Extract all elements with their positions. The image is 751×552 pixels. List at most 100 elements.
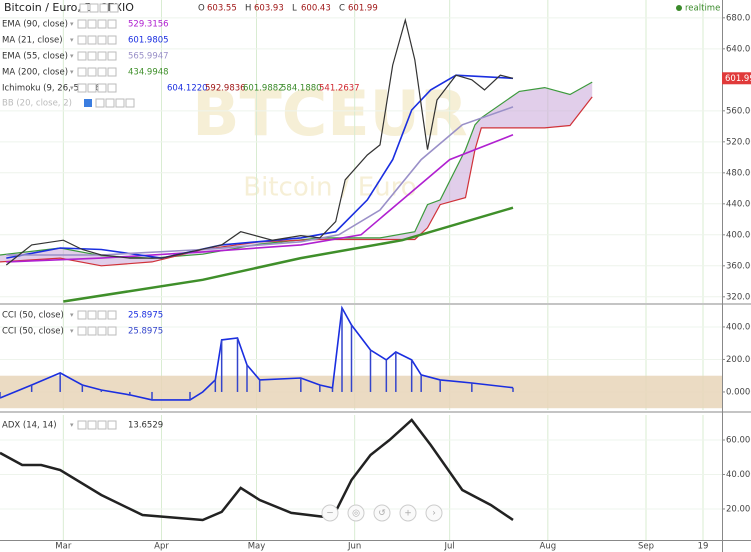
y-tick-label: 400.0000 (726, 322, 751, 332)
legend-button[interactable] (77, 326, 87, 336)
legend-button[interactable] (77, 51, 87, 61)
legend-label: ADX (14, 14) (2, 421, 57, 431)
quote-value: 600.43 (301, 4, 331, 14)
quote-key: H (245, 4, 251, 14)
legend-button[interactable] (97, 310, 107, 320)
legend-button[interactable] (87, 35, 97, 45)
legend-button[interactable] (107, 51, 117, 61)
y-tick-label: 200.0000 (726, 355, 751, 365)
legend-button[interactable] (115, 98, 125, 108)
legend-value: 13.6529 (128, 421, 163, 431)
legend-button[interactable] (79, 3, 89, 13)
nav-button[interactable] (321, 504, 339, 522)
nav-button[interactable] (425, 504, 443, 522)
price-line (5, 17, 514, 266)
legend-button[interactable] (97, 67, 107, 77)
legend-caret: ▾ (70, 20, 74, 28)
legend-button[interactable] (87, 326, 97, 336)
y-tick-label: 320.00 (726, 292, 751, 302)
legend-button[interactable] (95, 98, 105, 108)
legend-button[interactable] (105, 98, 115, 108)
legend-button[interactable] (77, 67, 87, 77)
legend-value: 584.1880 (281, 84, 322, 94)
y-tick-label: 680.00 (726, 13, 751, 23)
cloud-fill (0, 82, 593, 266)
legend-label: MA (21, close) (2, 36, 63, 46)
nav-icon: › (432, 509, 436, 519)
quote-value: 603.93 (254, 4, 284, 14)
legend-button[interactable] (125, 98, 135, 108)
legend-button[interactable] (87, 83, 97, 93)
legend-button[interactable] (77, 35, 87, 45)
legend-caret: ▾ (70, 52, 74, 60)
legend-button[interactable] (87, 19, 97, 29)
y-tick-label: 560.00 (726, 106, 751, 116)
legend-button[interactable] (107, 35, 117, 45)
legend-button[interactable] (77, 420, 87, 430)
legend-value: 541.2637 (319, 84, 360, 94)
legend-button[interactable] (87, 51, 97, 61)
status: realtime (685, 4, 720, 14)
legend-label: Ichimoku (9, 26, 52, 26) (2, 84, 104, 94)
price-box-label: 601.99 (725, 74, 751, 84)
legend-button[interactable] (97, 326, 107, 336)
legend-button[interactable] (97, 83, 107, 93)
legend-value: 601.9805 (128, 36, 169, 46)
x-tick-label: Apr (154, 542, 169, 552)
legend-button[interactable] (97, 51, 107, 61)
legend-caret: ▾ (70, 36, 74, 44)
legend-button[interactable] (77, 19, 87, 29)
quote-value: 603.55 (207, 4, 237, 14)
nav-button[interactable] (399, 504, 417, 522)
price-box (722, 72, 751, 85)
quote-value: 601.99 (348, 4, 378, 14)
legend-button[interactable] (87, 310, 97, 320)
legend-button[interactable] (107, 420, 117, 430)
nav-icon: + (404, 509, 412, 519)
legend-button[interactable] (89, 3, 99, 13)
quote-key: C (339, 4, 345, 14)
y-tick-label: 360.00 (726, 261, 751, 271)
y-tick-label: 480.00 (726, 168, 751, 178)
nav-button[interactable] (373, 504, 391, 522)
series-line (6, 74, 514, 259)
legend-value: 592.9836 (205, 84, 246, 94)
legend-label: CCI (50, close) (2, 311, 64, 321)
legend-label: EMA (90, close) (2, 20, 68, 30)
legend-button[interactable] (87, 67, 97, 77)
legend-button[interactable] (109, 3, 119, 13)
legend-button[interactable] (84, 99, 92, 107)
legend-button[interactable] (99, 3, 109, 13)
x-tick-label: Sep (638, 542, 654, 552)
legend-button[interactable] (87, 420, 97, 430)
legend-value: 601.9882 (243, 84, 284, 94)
y-tick-label: 20.0000 (726, 504, 751, 514)
legend-value: 604.1220 (167, 84, 208, 94)
y-tick-label: 400.00 (726, 230, 751, 240)
legend-button[interactable] (107, 83, 117, 93)
legend-caret: ▾ (70, 84, 74, 92)
legend-button[interactable] (107, 310, 117, 320)
x-tick-label: Jul (444, 542, 455, 552)
legend-button[interactable] (77, 310, 87, 320)
nav-button[interactable] (347, 504, 365, 522)
legend-button[interactable] (77, 83, 87, 93)
x-tick-label: May (248, 542, 266, 552)
legend-label: EMA (55, close) (2, 52, 68, 62)
legend-button[interactable] (107, 326, 117, 336)
legend-button[interactable] (107, 67, 117, 77)
legend-caret: ▾ (70, 68, 74, 76)
quote-key: O (198, 4, 205, 14)
quote-key: L (292, 4, 297, 14)
pane (0, 418, 514, 522)
legend-caret: ▾ (70, 311, 74, 319)
legend-button[interactable] (97, 35, 107, 45)
legend-button[interactable] (97, 19, 107, 29)
pane (0, 305, 514, 401)
legend-button[interactable] (97, 420, 107, 430)
nav-icon: ↺ (378, 509, 386, 519)
legend-button[interactable] (107, 19, 117, 29)
